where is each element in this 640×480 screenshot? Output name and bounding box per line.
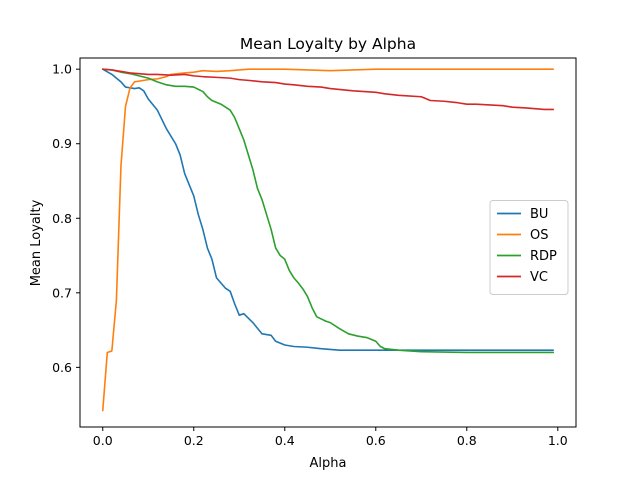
series-line-vc — [101, 68, 555, 111]
legend-label-os: OS — [530, 228, 548, 243]
series-line-bu — [101, 68, 555, 352]
legend-label-vc: VC — [530, 270, 548, 285]
series-line-rdp — [101, 68, 555, 354]
y-axis: 0.6 0.7 0.8 0.9 1.0 — [52, 62, 80, 375]
legend-box — [489, 200, 569, 295]
x-tick-label: 0.2 — [184, 433, 204, 448]
legend-label-rdp: RDP — [530, 249, 557, 264]
plot-area — [101, 68, 555, 412]
x-tick-label: 0.0 — [93, 433, 113, 448]
axes-frame — [79, 57, 577, 428]
legend: BU OS RDP VC — [489, 200, 569, 295]
y-tick-label: 1.0 — [52, 62, 72, 77]
x-tick-label: 0.4 — [275, 433, 295, 448]
y-tick-label: 0.6 — [52, 360, 72, 375]
chart-title: Mean Loyalty by Alpha — [240, 35, 416, 53]
x-axis-label: Alpha — [310, 456, 347, 471]
x-tick-label: 1.0 — [548, 433, 568, 448]
y-axis-label: Mean Loyalty — [29, 199, 44, 286]
x-tick-label: 0.8 — [457, 433, 477, 448]
y-tick-label: 0.8 — [52, 211, 72, 226]
series-line-os — [101, 68, 555, 412]
x-tick-label: 0.6 — [366, 433, 386, 448]
x-axis: 0.0 0.2 0.4 0.6 0.8 1.0 — [93, 427, 568, 448]
legend-label-bu: BU — [530, 207, 548, 222]
y-tick-label: 0.9 — [52, 136, 72, 151]
y-tick-label: 0.7 — [52, 285, 72, 300]
